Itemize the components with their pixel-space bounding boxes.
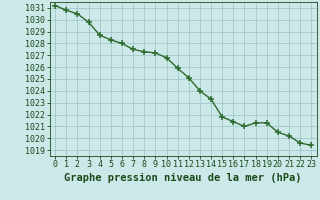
X-axis label: Graphe pression niveau de la mer (hPa): Graphe pression niveau de la mer (hPa) bbox=[64, 173, 302, 183]
